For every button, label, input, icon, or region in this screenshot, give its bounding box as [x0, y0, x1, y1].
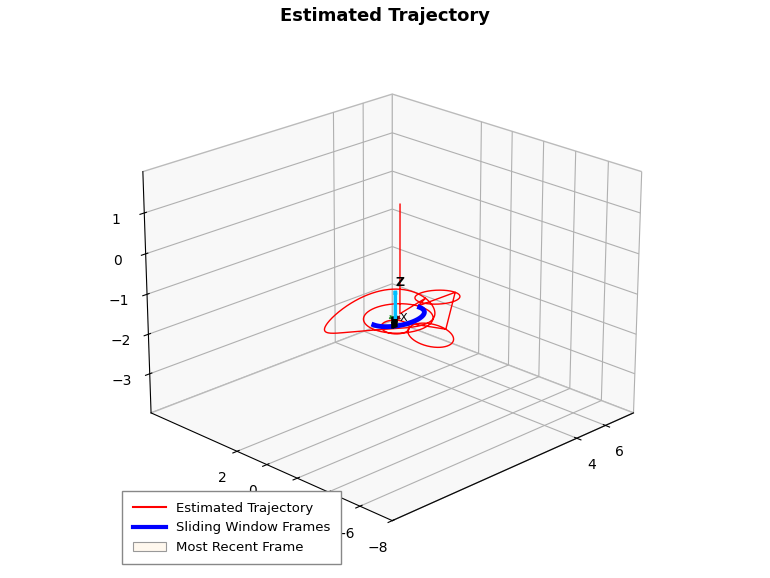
Legend: Estimated Trajectory, Sliding Window Frames, Most Recent Frame: Estimated Trajectory, Sliding Window Fra…: [122, 491, 341, 565]
Title: Estimated Trajectory: Estimated Trajectory: [280, 7, 490, 25]
